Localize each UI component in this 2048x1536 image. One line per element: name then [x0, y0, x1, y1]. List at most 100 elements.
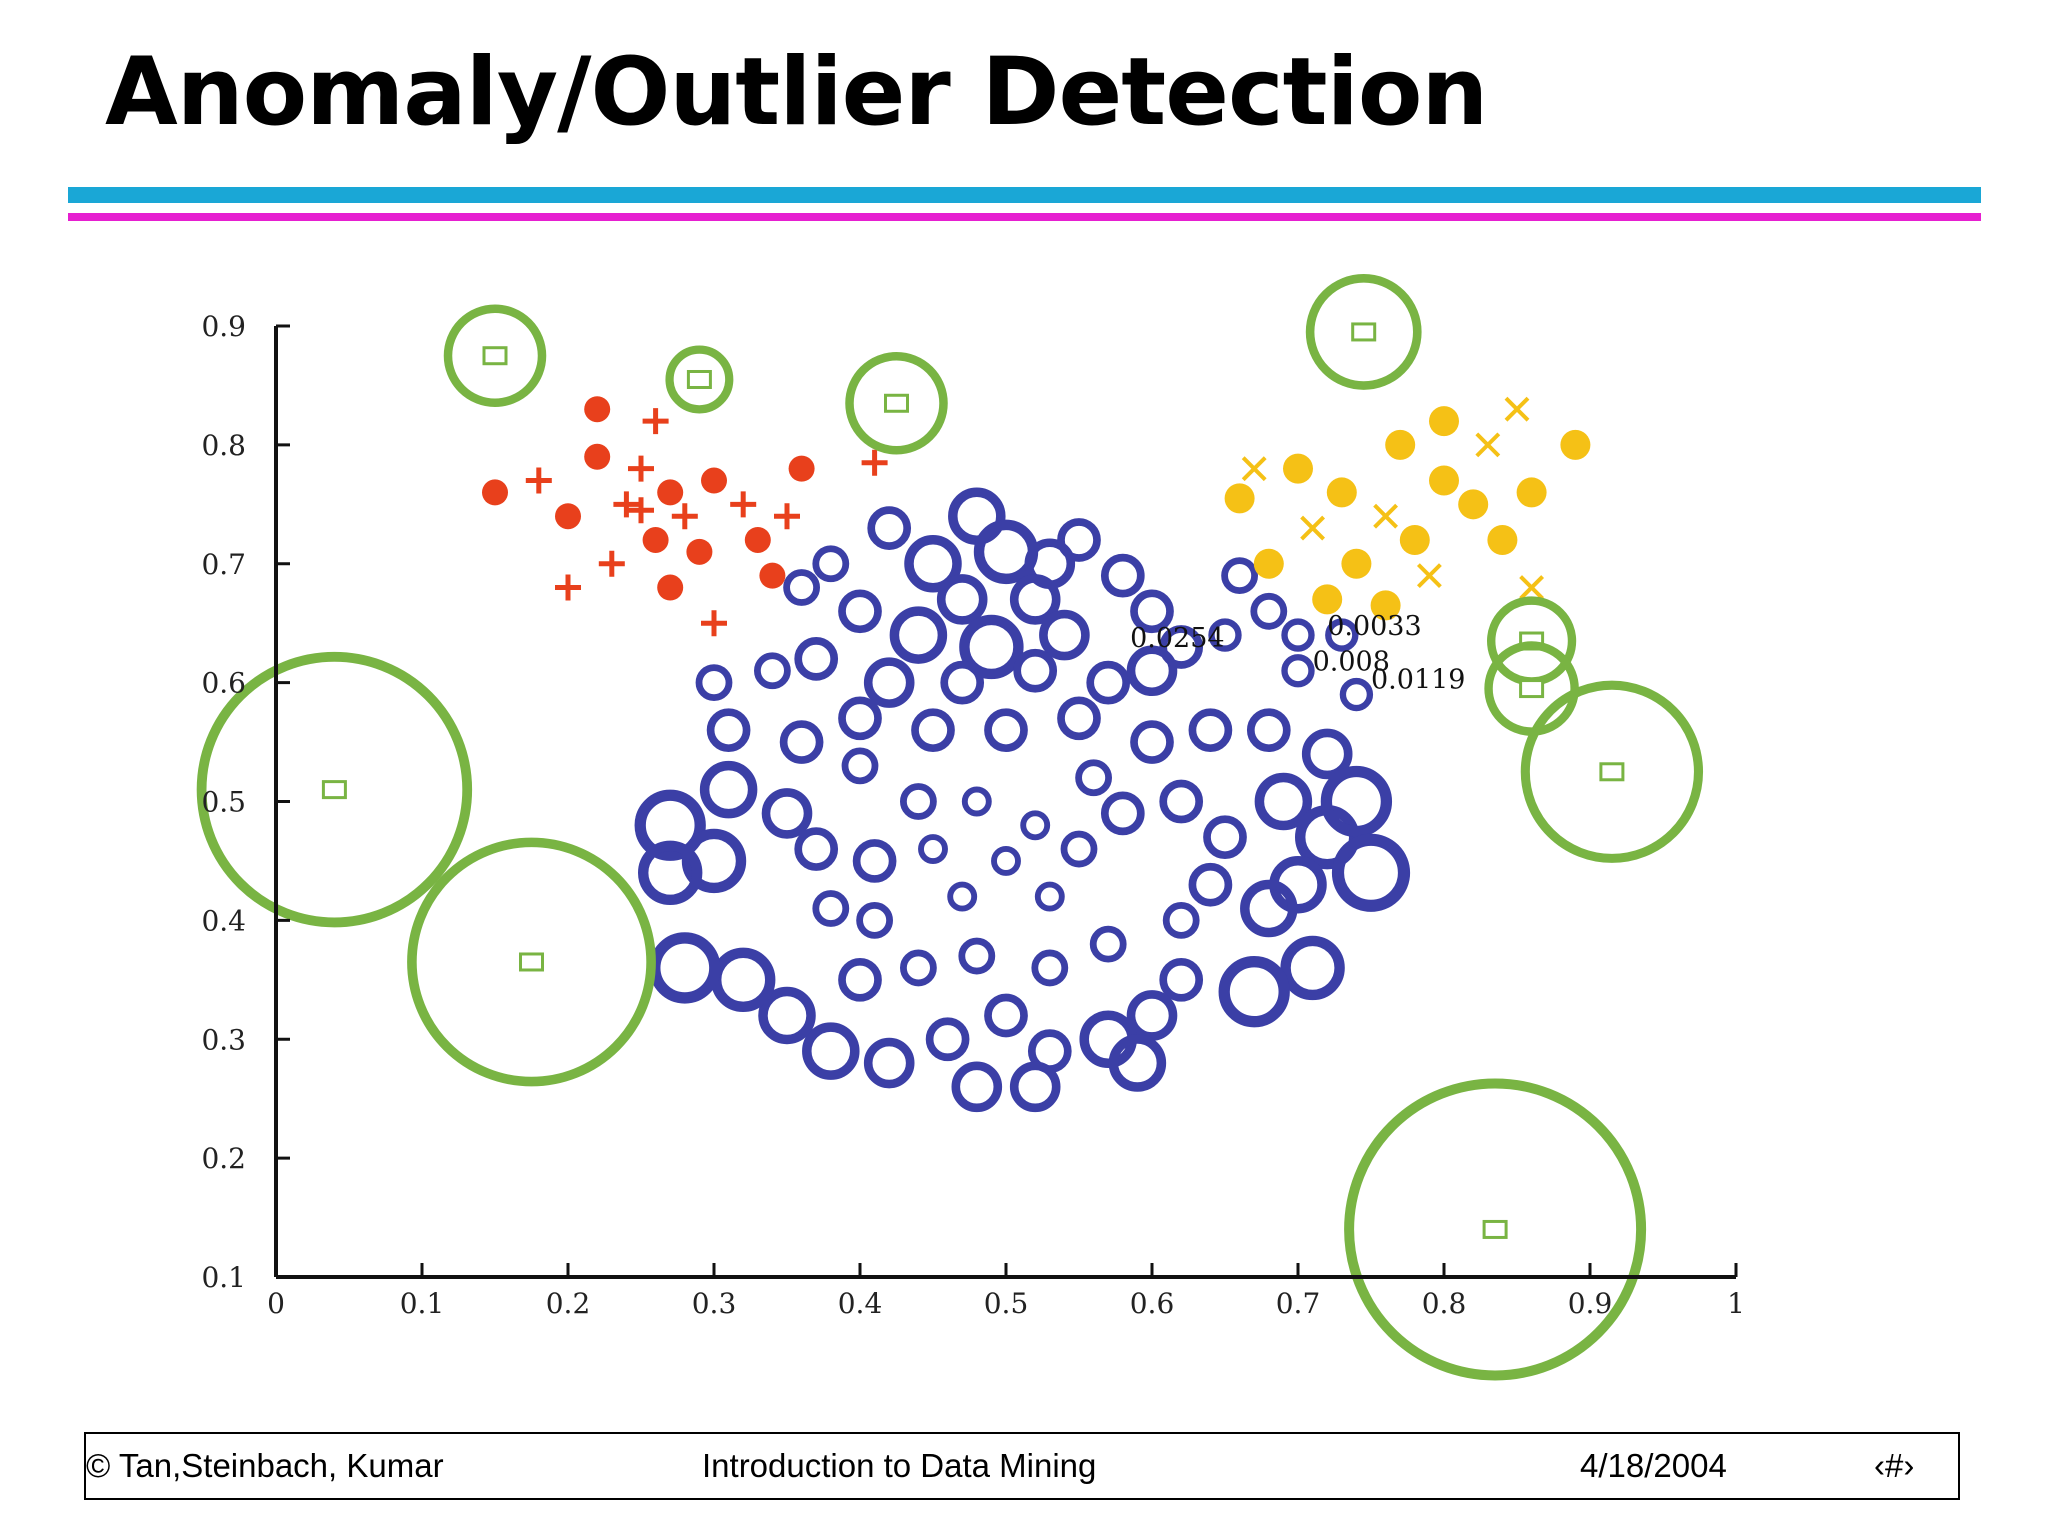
footer-course-title: Introduction to Data Mining [702, 1447, 1097, 1484]
data-point-blue [1254, 772, 1313, 831]
data-point-red [598, 550, 625, 577]
data-point-blue [1108, 1034, 1167, 1092]
data-point-blue [959, 614, 1024, 680]
data-point-blue [856, 901, 893, 939]
title-rule-magenta [68, 213, 1981, 221]
data-point-blue [649, 932, 721, 1004]
y-tick-label: 0.4 [201, 904, 246, 937]
outlier-ring [665, 345, 734, 414]
data-point-blue [1034, 881, 1065, 912]
data-point-blue [794, 636, 839, 681]
data-point-yellow [1560, 429, 1591, 460]
data-point-red [642, 526, 669, 553]
data-point-blue [1159, 779, 1204, 824]
data-point-blue [904, 535, 962, 593]
footer-page-number: ‹#› [1874, 1447, 1915, 1484]
outlier-ring [1344, 1078, 1647, 1381]
data-point-red [701, 610, 727, 637]
data-point-blue [1208, 618, 1242, 652]
data-point-blue [1280, 935, 1345, 1001]
data-point-blue [638, 840, 703, 906]
data-point-red [584, 443, 611, 470]
data-point-blue [783, 569, 820, 606]
data-point-blue [1159, 625, 1204, 669]
outlier-ring [196, 651, 473, 928]
data-point-blue [1218, 956, 1290, 1028]
data-point-blue [1031, 949, 1069, 987]
data-point-yellow [1487, 524, 1518, 555]
outlier-ring [443, 304, 547, 407]
y-tick-label: 0.6 [201, 667, 246, 700]
data-point-blue [838, 957, 882, 1002]
data-point-blue [918, 834, 948, 864]
footer-copyright: © Tan,Steinbach, Kumar [86, 1447, 444, 1484]
data-point-blue [958, 937, 996, 975]
data-point-blue [1130, 589, 1174, 634]
outlier-square [482, 346, 508, 366]
data-point-blue [900, 783, 937, 820]
data-point-red [861, 449, 888, 476]
outlier-square [519, 952, 544, 972]
data-point-yellow [1253, 548, 1284, 579]
outlier-square [686, 369, 712, 389]
outlier-square [1599, 762, 1625, 782]
data-point-blue [841, 747, 879, 785]
x-tick-label: 1 [1727, 1287, 1745, 1320]
x-tick-label: 0.4 [838, 1287, 883, 1320]
data-point-yellow [1429, 406, 1459, 437]
data-point-blue [1009, 1061, 1061, 1113]
data-point-blue [936, 574, 988, 625]
data-point-yellow [1516, 477, 1547, 508]
data-point-blue [1339, 677, 1374, 712]
y-tick-label: 0.9 [201, 310, 246, 343]
data-point-blue [1221, 557, 1258, 595]
data-point-red [628, 455, 654, 482]
data-point-blue [779, 720, 824, 764]
data-point-blue [758, 986, 816, 1045]
data-point-blue [1246, 708, 1291, 753]
x-tick-label: 0.3 [692, 1287, 737, 1320]
data-point-blue [1060, 830, 1098, 868]
data-point-red [744, 526, 771, 553]
y-tick-label: 0.1 [201, 1261, 246, 1294]
data-point-red [657, 574, 684, 601]
data-point-yellow [1341, 548, 1372, 579]
score-annotation: 0.008 [1313, 647, 1390, 678]
data-point-blue [1159, 957, 1204, 1002]
data-point-yellow [1429, 465, 1459, 496]
data-point-blue [900, 949, 937, 987]
data-point-blue [1089, 925, 1127, 963]
data-point-red [555, 503, 581, 530]
outlier-ring [1520, 680, 1704, 863]
x-tick-label: 0 [267, 1287, 285, 1320]
data-point-blue [812, 890, 850, 927]
x-tick-label: 0.8 [1422, 1287, 1467, 1320]
data-point-red [774, 503, 800, 530]
points-layer [196, 274, 1704, 1381]
footer-date: 4/18/2004 [1580, 1447, 1727, 1484]
data-point-blue [1020, 810, 1051, 841]
score-annotation: 0.0254 [1130, 623, 1224, 654]
data-point-yellow [1300, 515, 1326, 541]
data-point-blue [711, 947, 776, 1013]
data-point-red [642, 408, 669, 435]
data-point-yellow [1399, 524, 1430, 555]
data-point-blue [1281, 654, 1315, 688]
data-point-blue [925, 1017, 970, 1062]
data-point-blue [838, 589, 882, 634]
data-point-blue [1075, 759, 1112, 797]
outlier-ring [845, 352, 948, 455]
data-point-blue [1057, 696, 1101, 741]
score-annotation: 0.0119 [1371, 665, 1465, 696]
labels-layer: 0 0.1 0.2 0.3 0.4 0.5 0.6 0.7 0.8 0.9 1 0.1 0.2 0.3 0.… [201, 310, 1744, 1320]
data-point-blue [1240, 879, 1298, 938]
data-point-blue [947, 881, 978, 912]
data-point-yellow [1241, 456, 1267, 482]
data-point-blue [802, 1022, 860, 1080]
y-tick-label: 0.2 [201, 1142, 246, 1175]
outlier-square [1482, 1219, 1508, 1239]
data-point-red [657, 479, 684, 506]
outlier-square [1351, 322, 1377, 342]
data-point-yellow [1475, 432, 1501, 458]
